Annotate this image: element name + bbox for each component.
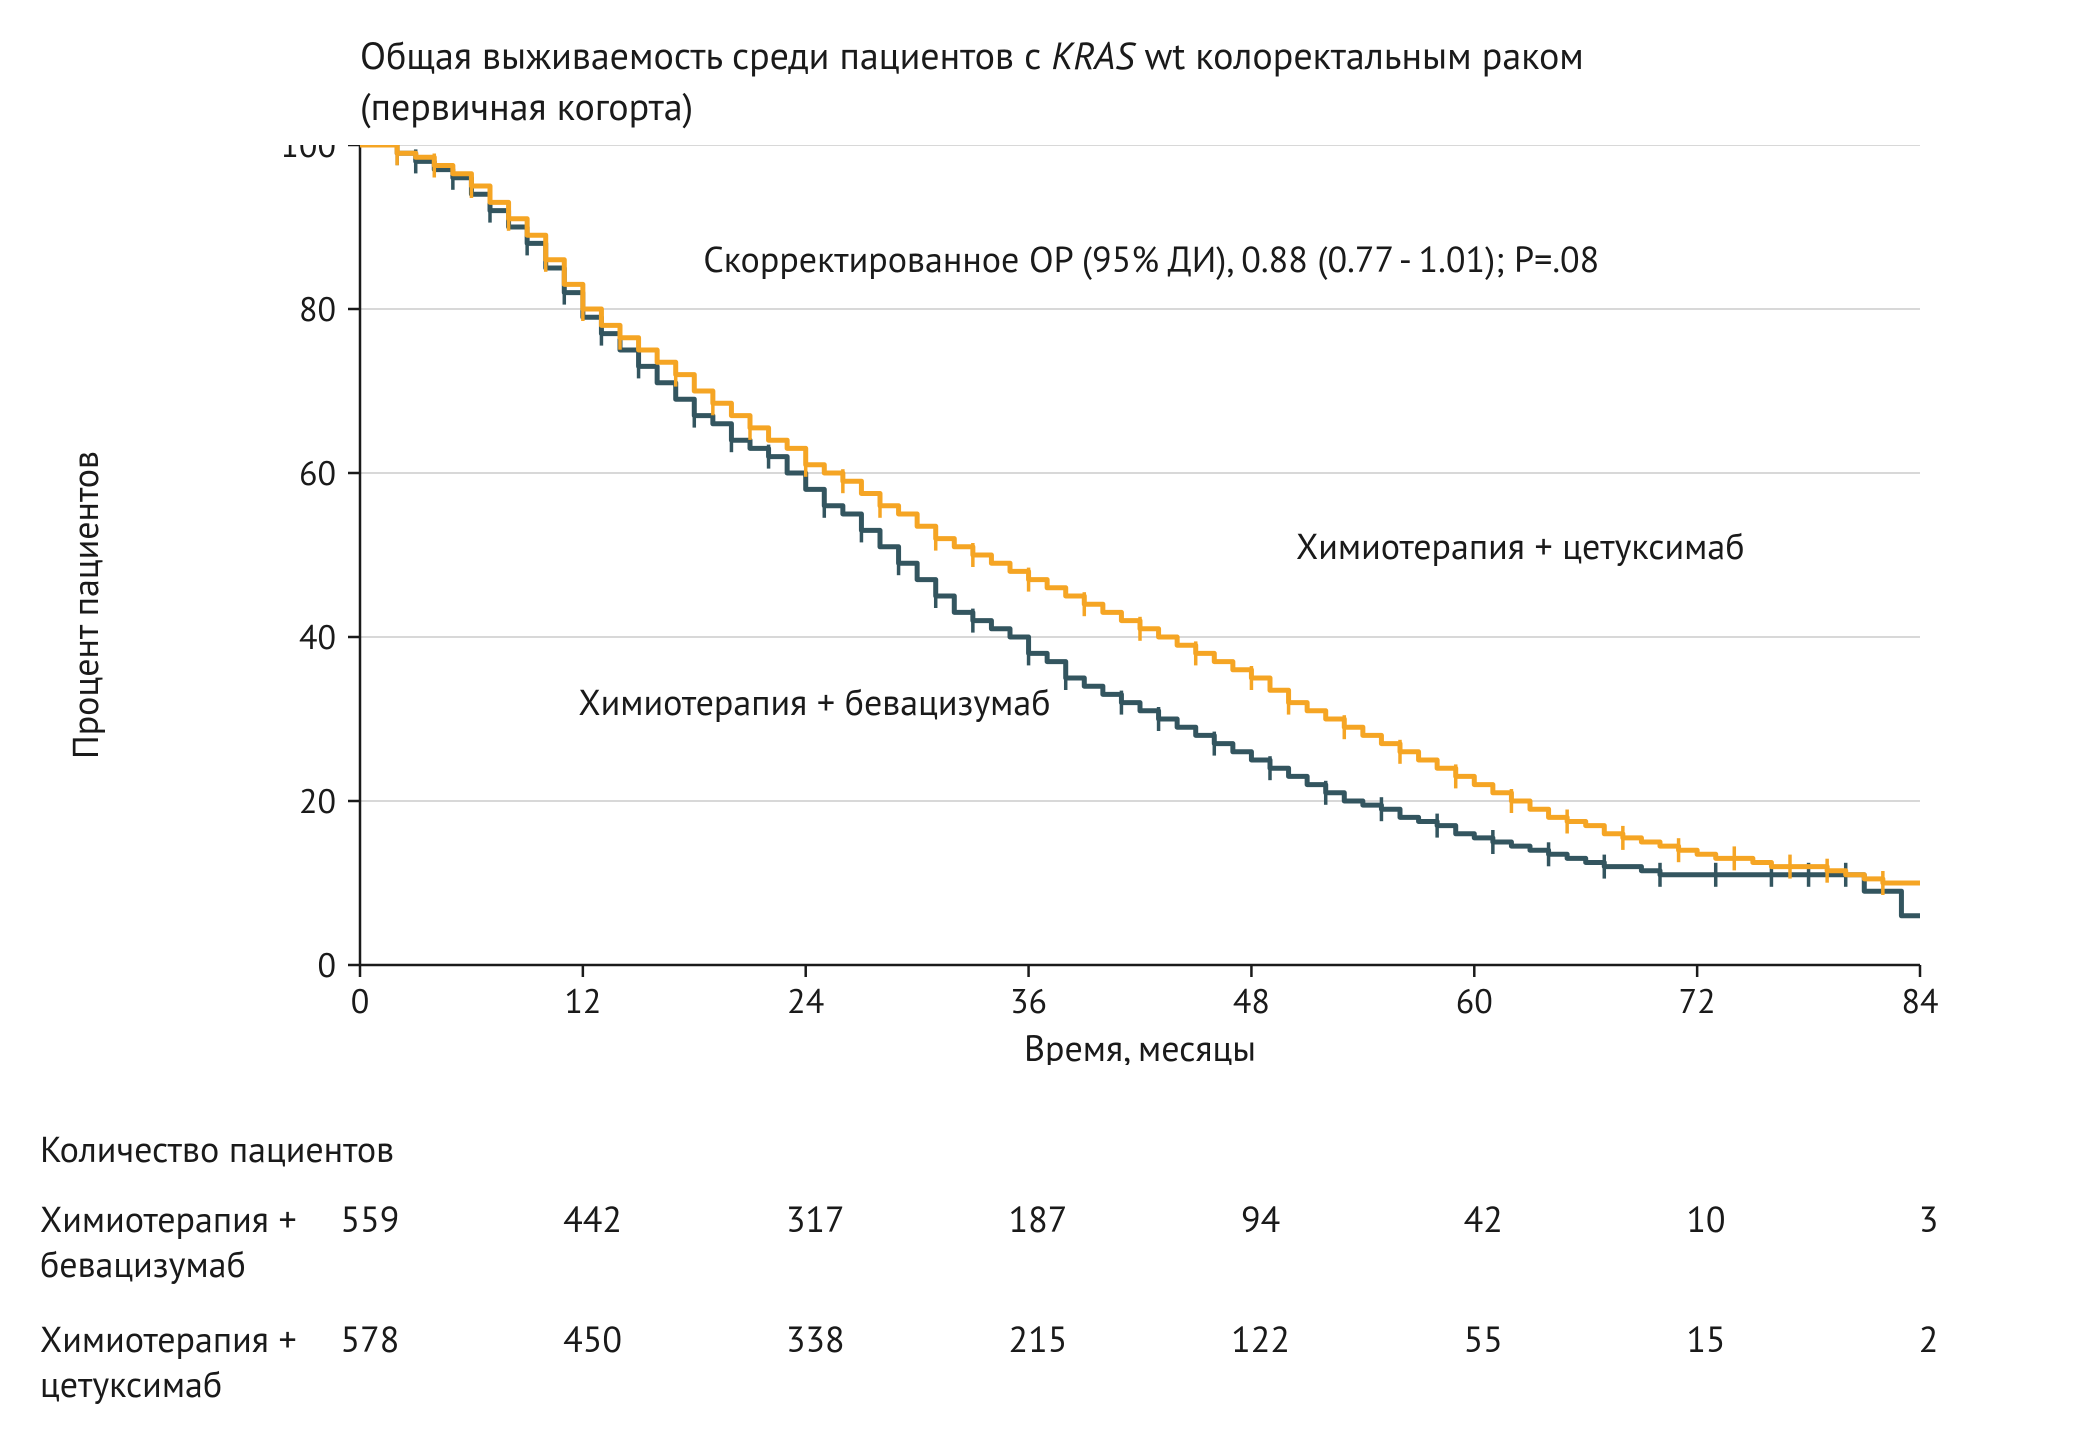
at-risk-cell: 578 — [259, 1316, 482, 1361]
x-tick-label: 48 — [1233, 979, 1270, 1023]
x-tick-label: 24 — [787, 979, 824, 1023]
x-tick-label: 60 — [1456, 979, 1493, 1023]
at-risk-table: Количество пациентов Химиотерапия + бева… — [40, 1125, 2040, 1436]
chart-title: Общая выживаемость среди пациентов с KRA… — [360, 30, 1620, 133]
figure-page: Общая выживаемость среди пациентов с KRA… — [0, 0, 2100, 1447]
at-risk-row: Химиотерапия + бевацизумаб55944231718794… — [40, 1196, 2040, 1286]
y-tick-label: 100 — [280, 145, 336, 167]
at-risk-cell: 55 — [1372, 1316, 1595, 1361]
y-tick-label: 0 — [317, 943, 336, 987]
at-risk-cell: 338 — [704, 1316, 927, 1361]
y-tick-label: 40 — [299, 615, 336, 659]
plot-area: Процент пациентов 0204060801000122436486… — [100, 145, 1950, 1065]
title-italic: KRAS — [1051, 31, 1134, 80]
series-label-cetuximab: Химиотерапия + цетуксимаб — [1296, 522, 1745, 569]
at-risk-cell: 317 — [704, 1196, 927, 1241]
at-risk-cell: 3 — [1817, 1196, 2040, 1241]
x-tick-label: 72 — [1679, 979, 1716, 1023]
at-risk-cell: 2 — [1817, 1316, 2040, 1361]
x-tick-label: 0 — [351, 979, 370, 1023]
at-risk-cell: 215 — [927, 1316, 1150, 1361]
at-risk-cell: 122 — [1149, 1316, 1372, 1361]
title-pre: Общая выживаемость среди пациентов с — [360, 31, 1051, 80]
at-risk-cell: 94 — [1149, 1196, 1372, 1241]
at-risk-row: Химиотерапия + цетуксимаб578450338215122… — [40, 1316, 2040, 1406]
y-axis-label: Процент пациентов — [61, 451, 108, 759]
at-risk-title: Количество пациентов — [40, 1125, 2040, 1172]
series-label-bevacizumab: Химиотерапия + бевацизумаб — [578, 678, 1050, 725]
at-risk-row-values: 57845033821512255152 — [249, 1316, 2040, 1361]
x-tick-label: 84 — [1901, 979, 1938, 1023]
at-risk-cell: 450 — [481, 1316, 704, 1361]
x-tick-label: 36 — [1010, 979, 1047, 1023]
kaplan-meier-chart: 0 20 40 60 80 100 0 12 24 36 48 60 72 84 Время, месяцы… — [100, 145, 1950, 1065]
y-tick-label: 60 — [299, 451, 336, 495]
at-risk-cell: 559 — [259, 1196, 482, 1241]
hazard-ratio-annotation: Скорректированное ОР (95% ДИ), 0.88 (0.7… — [703, 235, 1599, 282]
at-risk-cell: 15 — [1595, 1316, 1818, 1361]
at-risk-row-values: 5594423171879442103 — [249, 1196, 2040, 1241]
x-axis-label: Время, месяцы — [1024, 1024, 1256, 1065]
at-risk-cell: 442 — [481, 1196, 704, 1241]
x-tick-label: 12 — [564, 979, 601, 1023]
at-risk-cell: 10 — [1595, 1196, 1818, 1241]
at-risk-cell: 187 — [927, 1196, 1150, 1241]
y-tick-label: 20 — [299, 779, 336, 823]
at-risk-cell: 42 — [1372, 1196, 1595, 1241]
y-tick-label: 80 — [299, 287, 336, 331]
